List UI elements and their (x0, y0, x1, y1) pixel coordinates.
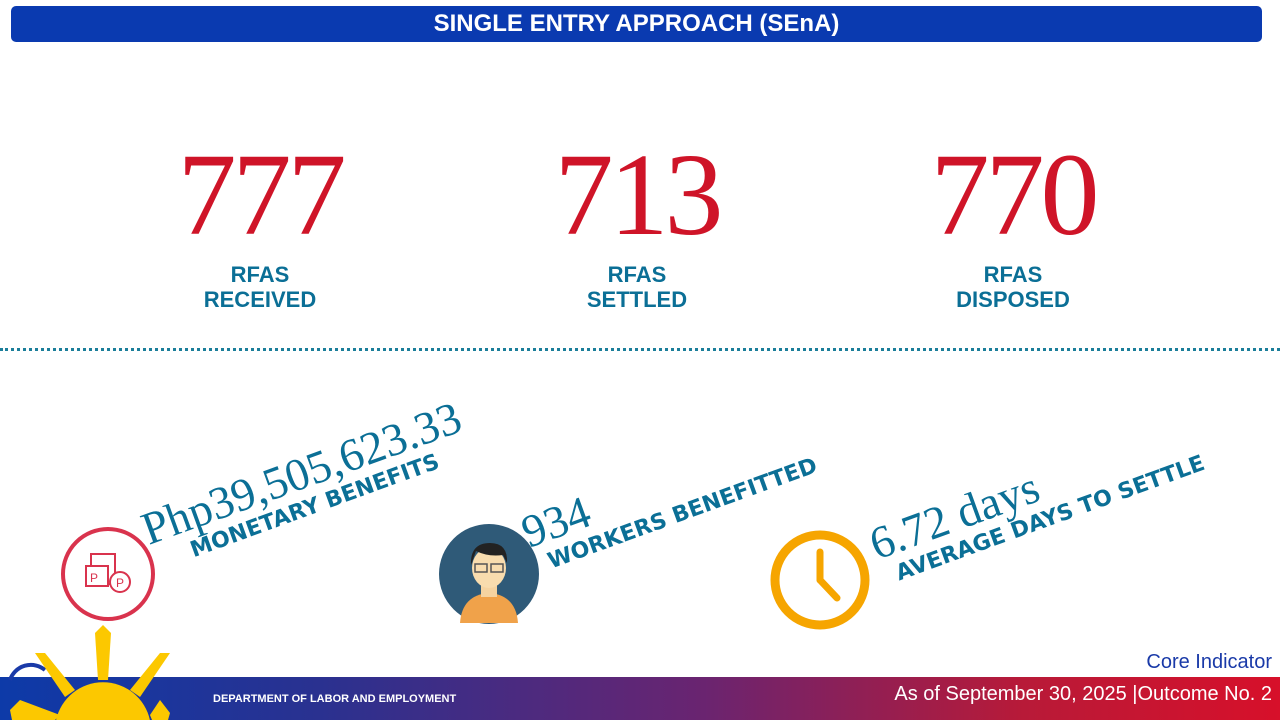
worker-avatar-icon (439, 524, 539, 624)
metric-days: 6.72 days AVERAGE DAYS TO SETTLE (863, 408, 1208, 591)
sun-logo-icon (8, 625, 170, 720)
footer-bar (0, 677, 1280, 720)
stat-label: RFAS SETTLED (586, 262, 688, 312)
divider (0, 348, 1280, 351)
metric-monetary: Php39,505,623.33 MONETARY BENEFITS (135, 392, 476, 576)
clock-icon (770, 530, 870, 630)
department-name: DEPARTMENT OF LABOR AND EMPLOYMENT (213, 693, 457, 705)
stat-label: RFAS RECEIVED (203, 262, 317, 312)
money-icon: P P (61, 527, 155, 621)
as-of-date: As of September 30, 2025 |Outcome No. 2 (894, 683, 1272, 705)
core-indicator: Core Indicator (1146, 651, 1272, 673)
stat-settled: 713 RFAS SETTLED (507, 129, 767, 313)
title-banner: SINGLE ENTRY APPROACH (SEnA) (11, 6, 1262, 42)
svg-text:P: P (90, 571, 98, 585)
stat-label: RFAS DISPOSED (956, 262, 1070, 312)
svg-text:P: P (116, 576, 124, 590)
stat-value: 713 (554, 129, 724, 260)
stat-received: 777 RFAS RECEIVED (130, 129, 390, 313)
stat-value: 777 (177, 129, 347, 260)
stat-value: 770 (930, 129, 1100, 260)
stat-disposed: 770 RFAS DISPOSED (883, 129, 1143, 313)
